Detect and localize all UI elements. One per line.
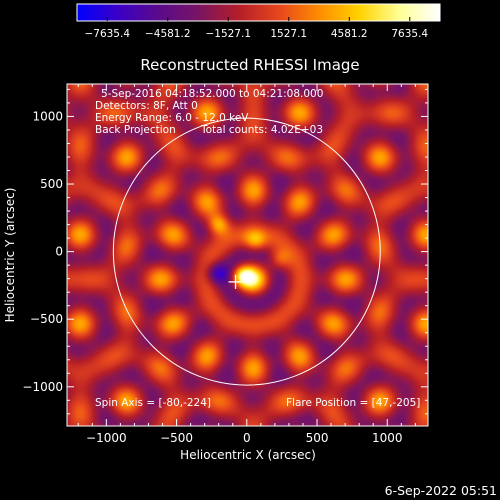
flare-position-label: Flare Position = [47,-205] <box>286 397 420 409</box>
y-tick-label: −1000 <box>22 380 63 394</box>
y-tick-label: 500 <box>40 177 63 191</box>
plot-area: −1000 −500 0 500 1000 −1000 −500 0 500 1000 <box>22 83 429 445</box>
colorbar-strip <box>76 3 441 22</box>
colorbar-tick-label: −7635.4 <box>84 28 130 40</box>
plot-frame <box>66 83 429 427</box>
colorbar-tick-label: 7635.4 <box>391 28 428 40</box>
chart-title: Reconstructed RHESSI Image <box>140 56 359 74</box>
spin-axis-crosshair <box>228 274 243 289</box>
axis-ticks: −1000 −500 0 500 1000 −1000 −500 0 500 1000 <box>22 84 428 445</box>
annotation-total-counts: Total counts: 4.02E+03 <box>200 124 323 136</box>
y-tick-label: −500 <box>30 312 63 326</box>
colorbar-tick-label: −1527.1 <box>205 28 251 40</box>
x-tick-label: 0 <box>243 431 251 445</box>
colorbar-tick-label: −4581.2 <box>145 28 191 40</box>
y-tick-label: 0 <box>55 245 63 259</box>
x-tick-label: 1000 <box>372 431 403 445</box>
colorbar-tick-label: 4581.2 <box>331 28 368 40</box>
colorbar-tick-label: 1527.1 <box>270 28 307 40</box>
solar-limb-circle <box>112 117 381 386</box>
colorbar-ticks: −7635.4 −4581.2 −1527.1 1527.1 4581.2 7635.4 <box>84 17 428 40</box>
annotation-method: Back Projection <box>95 124 176 136</box>
x-tick-label: −500 <box>160 431 193 445</box>
annotation-time-range: 5-Sep-2016 04:18:52.000 to 04:21:08.000 <box>101 88 323 100</box>
annotation-detectors: Detectors: 8F, Att 0 <box>95 100 198 112</box>
heatmap-image <box>67 84 428 426</box>
annotation-block: 5-Sep-2016 04:18:52.000 to 04:21:08.000 … <box>95 88 323 136</box>
x-tick-label: 500 <box>306 431 329 445</box>
annotation-energy-range: Energy Range: 6.0 - 12.0 keV <box>95 112 249 124</box>
y-tick-label: 1000 <box>32 109 63 123</box>
spin-axis-label: Spin Axis = [-80,-224] <box>95 397 211 409</box>
y-axis-label: Heliocentric Y (arcsec) <box>3 188 17 323</box>
x-axis-label: Heliocentric X (arcsec) <box>180 448 316 462</box>
colorbar: −7635.4 −4581.2 −1527.1 1527.1 4581.2 7635.4 <box>76 3 441 40</box>
footer-timestamp: 6-Sep-2022 05:51 <box>385 483 497 498</box>
x-tick-label: −1000 <box>86 431 127 445</box>
